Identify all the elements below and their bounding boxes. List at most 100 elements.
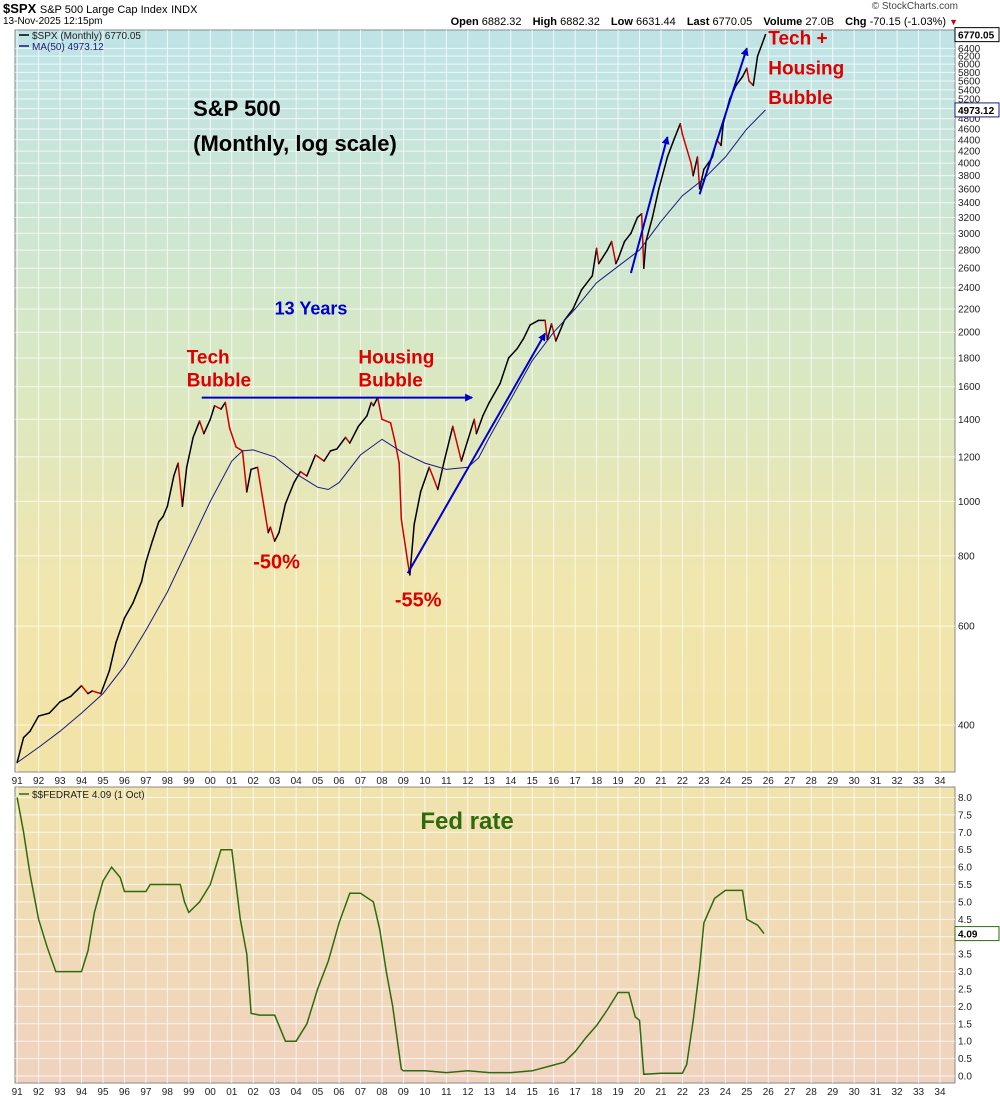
price-x-tick-label: 98	[162, 776, 174, 787]
price-y-tick-label: 2600	[958, 264, 981, 275]
fed-x-tick-label: 22	[677, 1087, 689, 1098]
fed-x-tick-label: 05	[312, 1087, 324, 1098]
annotation-label: -55%	[395, 590, 442, 612]
spx-price-segment	[203, 418, 212, 435]
open-value: 6882.32	[481, 16, 522, 28]
fed-rate-line	[16, 797, 765, 1076]
spx-price-segment	[273, 531, 280, 542]
spx-price-segment	[220, 401, 227, 410]
spx-price-segment	[516, 337, 525, 350]
fed-y-tick-label: 7.0	[958, 828, 972, 839]
fed-y-tick-label: 1.0	[958, 1037, 972, 1048]
fed-x-tick-label: 03	[269, 1087, 281, 1098]
price-x-tick-label: 18	[591, 776, 603, 787]
spx-price-segment	[158, 515, 164, 523]
ohlc-line: Open 6882.32 High 6882.32 Low 6631.44 La…	[443, 16, 958, 28]
spx-price-segment	[16, 736, 25, 764]
annotation-label: 13 Years	[275, 299, 348, 319]
spx-price-segment	[151, 521, 160, 542]
spx-price-segment	[398, 462, 403, 520]
price-x-tick-label: 17	[570, 776, 582, 787]
spx-price-segment	[22, 730, 31, 739]
spx-price-segment	[544, 319, 548, 341]
spx-price-segment	[37, 712, 51, 717]
spx-price-segment	[475, 415, 484, 435]
price-y-tick-label: 6400	[958, 44, 981, 55]
fed-x-tick-label: 33	[913, 1087, 925, 1098]
spx-price-segment	[572, 289, 583, 310]
spx-price-segment	[591, 247, 598, 277]
spx-price-segment	[213, 404, 222, 410]
fed-y-tick-label: 0.5	[958, 1054, 972, 1065]
price-y-tick-label: 5200	[958, 95, 981, 106]
spx-price-segment	[752, 55, 759, 87]
fed-x-tick-label: 16	[548, 1087, 560, 1098]
price-x-tick-label: 19	[612, 776, 624, 787]
annotation-label: S&P 500	[193, 96, 281, 121]
spx-price-segment	[166, 475, 175, 508]
spx-price-segment	[555, 319, 566, 342]
spx-price-segment	[692, 156, 699, 177]
price-x-tick-label: 94	[76, 776, 88, 787]
price-panel	[14, 29, 956, 773]
fed-x-tick-label: 96	[119, 1087, 131, 1098]
spx-price-segment	[314, 454, 325, 462]
price-y-tick-label: 4800	[958, 114, 981, 125]
spx-price-segment	[108, 642, 117, 672]
spx-price-series	[16, 33, 767, 764]
price-x-tick-label: 28	[806, 776, 818, 787]
price-y-tick-label: 1800	[958, 353, 981, 364]
price-y-tick-label: 1600	[958, 382, 981, 393]
spx-price-segment	[522, 324, 531, 340]
price-x-tick-label: 34	[934, 776, 946, 787]
volume-value: 27.0B	[805, 16, 835, 28]
spx-price-segment	[610, 240, 617, 265]
spx-price-segment	[224, 401, 231, 429]
fed-x-tick-label: 09	[398, 1087, 410, 1098]
spx-price-segment	[499, 357, 510, 385]
chart-date: 13-Nov-2025 12:15pm	[3, 16, 103, 27]
price-x-tick-label: 10	[419, 776, 431, 787]
fed-x-tick-label: 23	[698, 1087, 710, 1098]
spx-price-segment	[464, 418, 476, 448]
spx-price-segment	[192, 420, 201, 439]
price-x-tick-label: 93	[55, 776, 67, 787]
spx-price-segment	[241, 450, 248, 493]
fed-x-tick-label: 04	[291, 1087, 303, 1098]
fed-y-tick-label: 6.0	[958, 863, 972, 874]
spx-price-segment	[452, 425, 463, 462]
fed-x-grid: 91 92 93 94 95 96 97 98 99 00 01 02 03 04 05 06 07 08 09 10…	[12, 787, 946, 1098]
spx-price-segment	[100, 669, 111, 695]
fed-rate-value-tag: 4.09	[958, 930, 978, 941]
price-y-tick-label: 2800	[958, 246, 981, 257]
price-x-tick-label: 26	[763, 776, 775, 787]
fed-x-tick-label: 10	[419, 1087, 431, 1098]
price-x-tick-label: 32	[891, 776, 903, 787]
spx-price-segment	[488, 382, 501, 404]
last-label: Last	[686, 16, 710, 28]
last-value: 6770.05	[712, 16, 753, 28]
spx-price-segment	[293, 470, 302, 484]
price-x-tick-label: 95	[97, 776, 109, 787]
spx-price-segment	[284, 481, 295, 505]
price-x-tick-label: 07	[355, 776, 367, 787]
chg-label: Chg	[845, 16, 867, 28]
price-x-tick-label: 22	[677, 776, 689, 787]
fed-x-tick-label: 13	[484, 1087, 496, 1098]
spx-price-segment	[400, 518, 409, 563]
price-x-tick-label: 33	[913, 776, 925, 787]
annotation-label: Housing	[358, 347, 434, 368]
spx-price-segment	[70, 684, 83, 698]
fed-x-tick-label: 98	[162, 1087, 174, 1098]
spx-price-segment	[658, 156, 669, 190]
high-value: 6882.32	[560, 16, 600, 28]
spx-price-segment	[690, 162, 694, 177]
spx-price-segment	[329, 448, 338, 452]
price-y-tick-label: 3800	[958, 171, 981, 182]
spx-price-segment	[741, 67, 748, 78]
spx-price-segment	[460, 446, 467, 462]
fed-rate-title: Fed rate	[420, 808, 513, 835]
ma-value-tag: 4973.12	[958, 106, 995, 117]
spx-price-segment	[580, 275, 594, 291]
spx-price-segment	[419, 466, 430, 493]
